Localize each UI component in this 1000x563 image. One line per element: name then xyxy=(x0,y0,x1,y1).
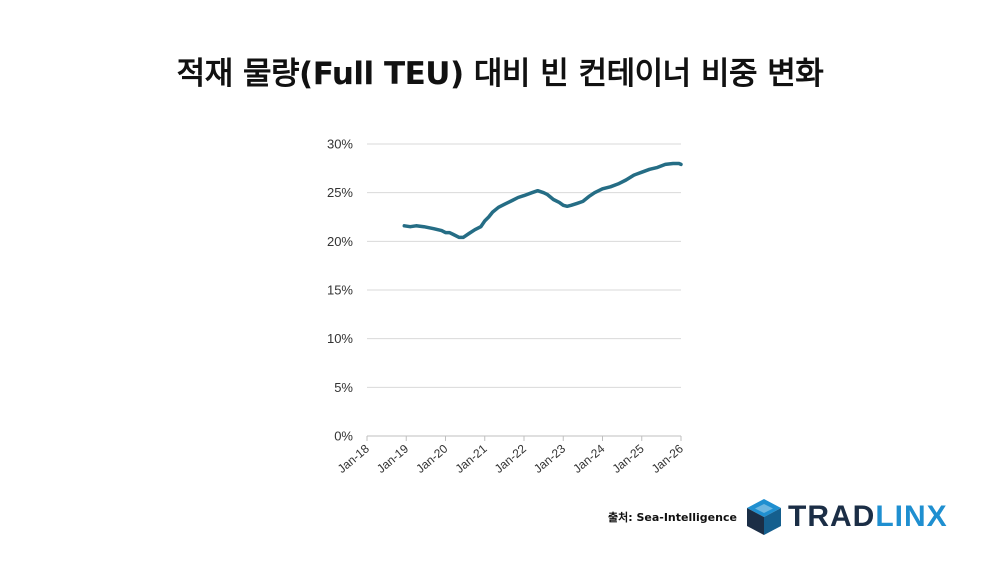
x-tick-label: Jan-20 xyxy=(413,441,450,476)
tradlinx-logo: TRADLINX xyxy=(746,497,948,537)
x-tick-label: Jan-22 xyxy=(492,441,529,476)
logo-text-linx: LINX xyxy=(875,500,948,533)
source-label: 출처: Sea-Intelligence xyxy=(608,511,737,524)
y-tick-label: 25% xyxy=(327,185,353,200)
x-tick-label: Jan-19 xyxy=(374,441,411,476)
y-tick-label: 5% xyxy=(334,380,353,395)
x-tick-label: Jan-26 xyxy=(649,441,686,476)
logo-text-trad: TRAD xyxy=(788,500,876,533)
chart-title: 적재 물량(Full TEU) 대비 빈 컨테이너 비중 변화 xyxy=(176,56,824,92)
x-tick-label: Jan-24 xyxy=(570,441,607,476)
y-tick-label: 10% xyxy=(327,331,353,346)
x-tick-label: Jan-18 xyxy=(335,441,372,476)
cube-logo-icon xyxy=(747,499,781,535)
x-tick-label: Jan-25 xyxy=(610,441,647,476)
x-tick-label: Jan-23 xyxy=(531,441,568,476)
y-tick-label: 20% xyxy=(327,234,353,249)
y-tick-label: 15% xyxy=(327,283,353,298)
series-line xyxy=(402,161,683,240)
y-tick-label: 30% xyxy=(327,137,353,152)
x-tick-label: Jan-21 xyxy=(453,441,490,476)
y-tick-label: 0% xyxy=(334,429,353,444)
